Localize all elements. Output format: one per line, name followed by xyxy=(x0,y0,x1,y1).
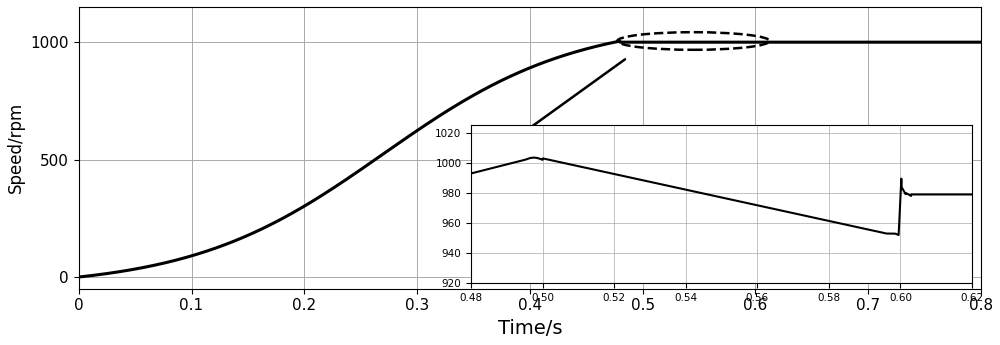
X-axis label: Time/s: Time/s xyxy=(498,319,562,338)
Y-axis label: Speed/rpm: Speed/rpm xyxy=(7,102,25,194)
